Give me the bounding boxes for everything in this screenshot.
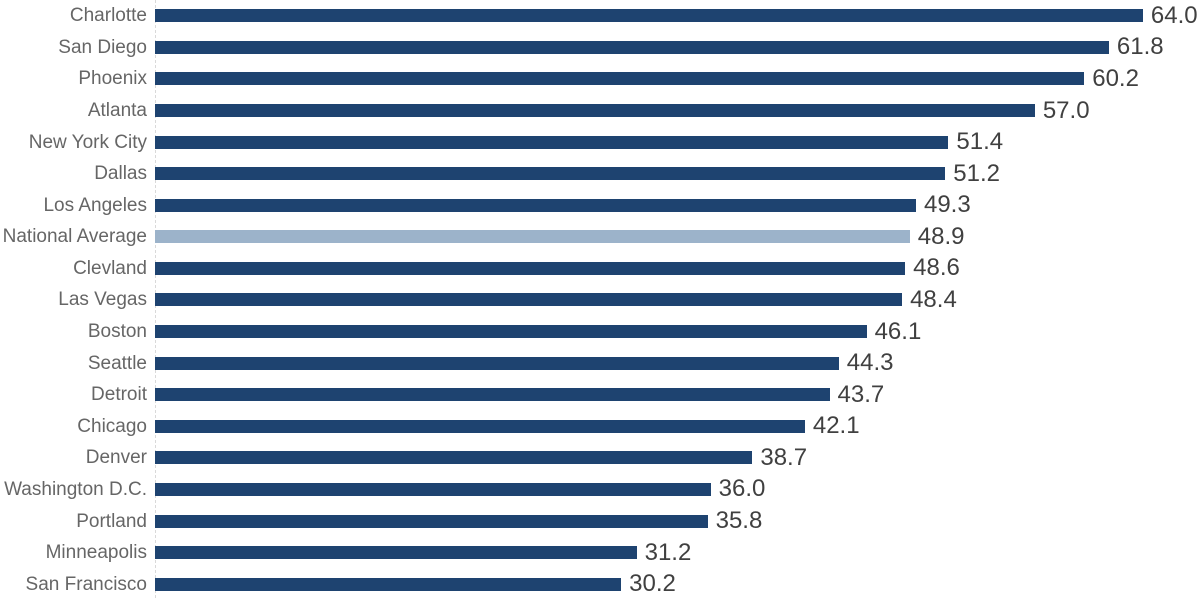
category-label: Portland (76, 510, 147, 532)
bar (155, 546, 637, 560)
category-label: Washington D.C. (4, 478, 147, 500)
category-label: Las Vegas (58, 289, 147, 311)
value-label: 48.4 (910, 285, 957, 313)
bar-area: 44.3 (155, 347, 1200, 379)
category-label: Charlotte (69, 5, 147, 27)
category-label: Phoenix (78, 68, 147, 90)
bar (155, 419, 805, 433)
category-label: Clevland (73, 257, 147, 279)
bar-row: Portland 35.8 (0, 505, 1200, 537)
bar (155, 293, 903, 307)
bar-area: 51.4 (155, 126, 1200, 158)
value-label: 44.3 (846, 349, 894, 377)
value-label: 57.0 (1042, 96, 1090, 124)
bar-area: 42.1 (155, 411, 1200, 443)
bar (155, 261, 906, 275)
bar-area: 64.0 (155, 0, 1200, 32)
value-label: 61.8 (1116, 33, 1164, 61)
bar-row: Phoenix 60.2 (0, 63, 1200, 95)
bar-area: 31.2 (155, 537, 1200, 569)
bar-area: 36.0 (155, 474, 1200, 506)
bar (155, 577, 622, 591)
bar-area: 43.7 (155, 379, 1200, 411)
value-label: 64.0 (1150, 1, 1198, 29)
bar-row: Los Angeles 49.3 (0, 189, 1200, 221)
bar-row: Dallas 51.2 (0, 158, 1200, 190)
bar (155, 482, 711, 496)
bar-area: 48.9 (155, 221, 1200, 253)
category-label: Atlanta (87, 100, 147, 122)
bar-area: 48.6 (155, 253, 1200, 285)
value-label: 46.1 (874, 317, 922, 345)
bar (155, 451, 753, 465)
category-label: San Francisco (25, 573, 147, 595)
bar-row: Chicago 42.1 (0, 411, 1200, 443)
category-label: New York City (28, 131, 147, 153)
bar-area: 46.1 (155, 316, 1200, 348)
bar-area: 30.2 (155, 568, 1200, 600)
bar-area: 48.4 (155, 284, 1200, 316)
bar-row: Charlotte 64.0 (0, 0, 1200, 32)
bar-row: New York City 51.4 (0, 126, 1200, 158)
bar (155, 356, 839, 370)
category-label: Seattle (87, 352, 147, 374)
bar-row: Atlanta 57.0 (0, 95, 1200, 127)
bar-area: 60.2 (155, 63, 1200, 95)
value-label: 36.0 (718, 475, 766, 503)
bar-row: National Average 48.9 (0, 221, 1200, 253)
bar (155, 325, 867, 339)
bar-row: Denver 38.7 (0, 442, 1200, 474)
category-label: Los Angeles (43, 194, 147, 216)
value-label: 42.1 (812, 412, 860, 440)
bar-row: Boston 46.1 (0, 316, 1200, 348)
bar-area: 49.3 (155, 189, 1200, 221)
bar-area: 61.8 (155, 32, 1200, 64)
bar-row: Washington D.C. 36.0 (0, 474, 1200, 506)
category-label: National Average (2, 226, 147, 248)
value-label: 43.7 (837, 380, 885, 408)
bar-area: 38.7 (155, 442, 1200, 474)
bar-area: 57.0 (155, 95, 1200, 127)
category-label: Denver (85, 447, 147, 469)
category-label: San Diego (58, 36, 147, 58)
bar (155, 9, 1143, 23)
bar (155, 72, 1085, 86)
bar-row: Detroit 43.7 (0, 379, 1200, 411)
bar-row: Seattle 44.3 (0, 347, 1200, 379)
bar (155, 514, 708, 528)
bar-row: Minneapolis 31.2 (0, 537, 1200, 569)
bar (155, 167, 946, 181)
value-label: 60.2 (1092, 64, 1139, 92)
value-label: 31.2 (644, 538, 692, 566)
bar (155, 104, 1035, 118)
bar (155, 40, 1109, 54)
bar-row: Clevland 48.6 (0, 253, 1200, 285)
bar-area: 35.8 (155, 505, 1200, 537)
value-label: 49.3 (923, 191, 971, 219)
bar-area: 51.2 (155, 158, 1200, 190)
value-label: 51.4 (956, 128, 1004, 156)
category-label: Detroit (91, 384, 147, 406)
category-label: Minneapolis (45, 542, 147, 564)
category-label: Chicago (77, 415, 147, 437)
bar-row: San Francisco 30.2 (0, 568, 1200, 600)
category-label: Dallas (94, 163, 147, 185)
value-label: 30.2 (629, 570, 676, 598)
value-label: 48.6 (913, 254, 960, 282)
bar-row: Las Vegas 48.4 (0, 284, 1200, 316)
value-label: 48.9 (917, 222, 965, 250)
bar (155, 198, 916, 212)
bar-highlight (155, 230, 910, 244)
bar (155, 135, 949, 149)
value-label: 38.7 (760, 443, 808, 471)
value-label: 51.2 (953, 159, 1001, 187)
category-label: Boston (87, 321, 147, 343)
bar (155, 388, 830, 402)
bar-row: San Diego 61.8 (0, 32, 1200, 64)
value-label: 35.8 (715, 507, 763, 535)
